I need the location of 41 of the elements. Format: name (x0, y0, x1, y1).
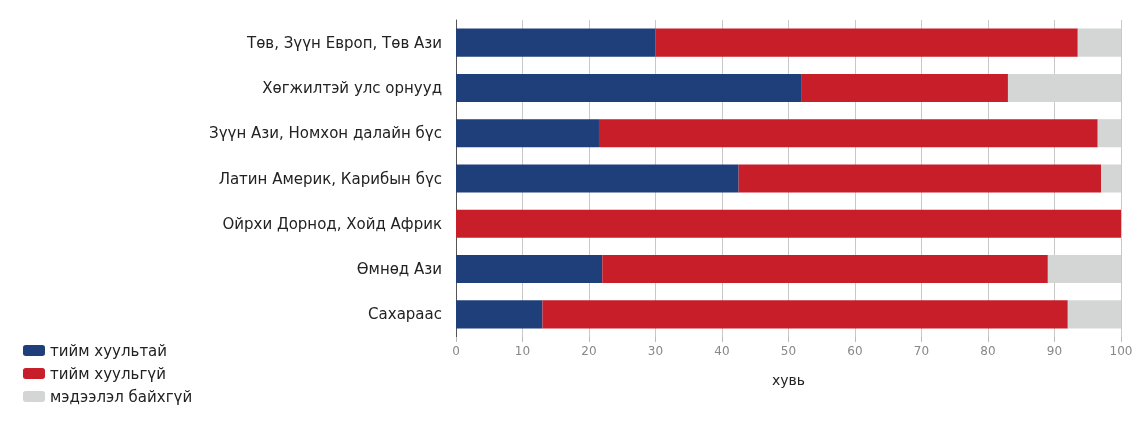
y-tick-label: Төв, Зүүн Европ, Төв Ази (246, 33, 442, 52)
bar (456, 209, 1121, 238)
x-tick-label: 60 (847, 344, 863, 358)
bar (1101, 164, 1121, 193)
bar (456, 300, 543, 329)
bar (456, 73, 802, 102)
bar (456, 164, 739, 193)
bar (456, 119, 599, 148)
y-tick-label: Латин Америк, Карибын бүс (218, 169, 442, 188)
x-tick-label: 80 (980, 344, 996, 358)
bar (738, 164, 1102, 193)
x-axis-title: хувь (771, 372, 806, 388)
x-tick-label: 50 (780, 344, 797, 358)
y-tick-label: Өмнөд Ази (356, 260, 442, 279)
x-tick-label: 0 (452, 344, 460, 358)
y-tick-label: Зүүн Ази, Номхон далайн бүс (209, 124, 442, 143)
bar (1077, 28, 1121, 57)
x-tick-label: 30 (647, 344, 664, 358)
bar (602, 255, 1048, 284)
x-tick-label: 70 (913, 344, 930, 358)
bar (1067, 300, 1121, 329)
bar (801, 73, 1008, 102)
x-tick-label: 10 (514, 344, 531, 358)
legend-label: тийм хуультай (50, 341, 168, 360)
legend-label: мэдээлэл байхгүй (50, 387, 193, 406)
legend-label: тийм хуульгүй (50, 364, 166, 383)
bar (456, 28, 656, 57)
x-tick-label: 40 (714, 344, 730, 358)
y-tick-label: Сахараас (368, 305, 442, 324)
x-tick-label: 20 (581, 344, 597, 358)
x-tick-label: 100 (1109, 344, 1133, 358)
bar (598, 119, 1098, 148)
bar (1097, 119, 1121, 148)
y-tick-label: Хөгжилтэй улс орнууд (262, 78, 442, 97)
y-tick-label: Ойрхи Дорнод, Хойд Африк (222, 214, 442, 233)
bar (1047, 255, 1121, 284)
x-tick-label: 90 (1046, 344, 1063, 358)
bar (1007, 73, 1121, 102)
bar (542, 300, 1068, 329)
bar (456, 255, 603, 284)
bar (655, 28, 1078, 57)
